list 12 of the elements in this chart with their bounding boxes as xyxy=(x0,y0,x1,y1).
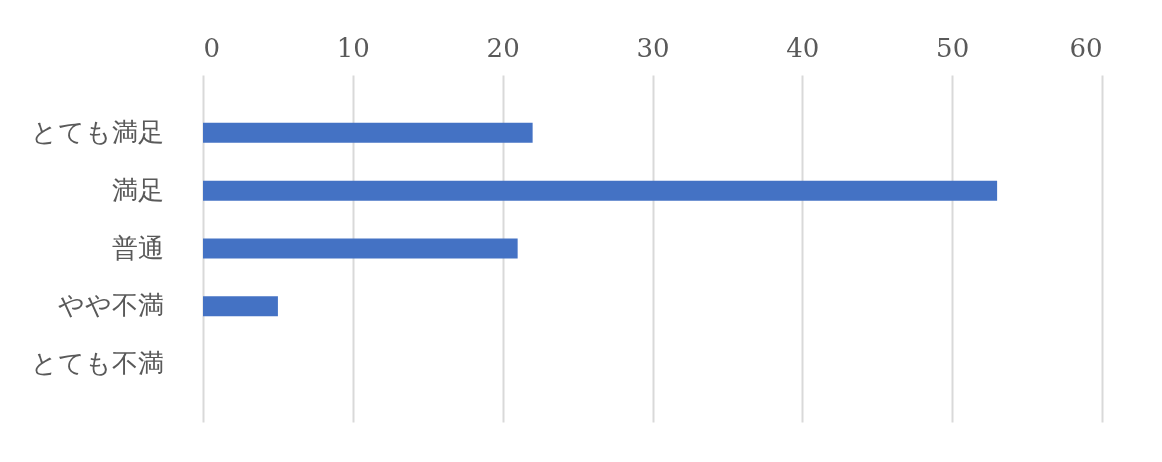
x-tick-label: 50 xyxy=(936,32,970,63)
y-tick-label: 満足 xyxy=(111,174,164,205)
y-tick-label: やや不満 xyxy=(57,290,164,321)
y-tick-label: とても満足 xyxy=(30,116,164,147)
x-tick-label: 10 xyxy=(336,32,370,63)
y-tick-label: とても不満 xyxy=(30,348,164,379)
x-tick-label: 20 xyxy=(486,32,520,63)
x-tick-label: 40 xyxy=(786,32,820,63)
x-tick-label: 0 xyxy=(203,32,221,63)
x-tick-label: 60 xyxy=(1069,32,1103,63)
y-tick-label: 普通 xyxy=(111,232,164,263)
x-tick-label: 30 xyxy=(636,32,670,63)
